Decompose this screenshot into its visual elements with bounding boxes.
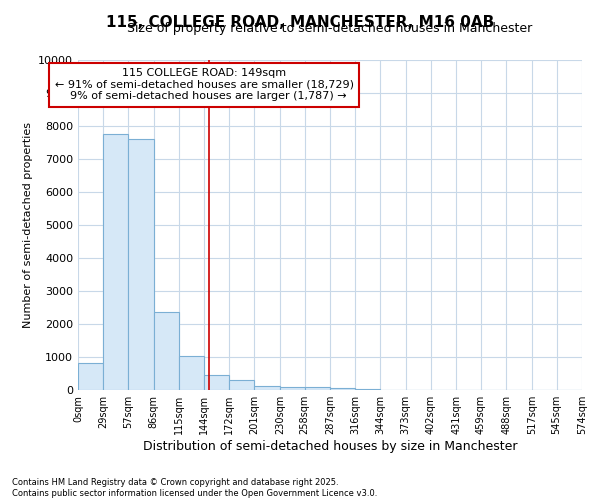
Bar — [280, 386, 305, 390]
Bar — [179, 356, 205, 390]
X-axis label: Distribution of semi-detached houses by size in Manchester: Distribution of semi-detached houses by … — [143, 440, 517, 453]
Title: Size of property relative to semi-detached houses in Manchester: Size of property relative to semi-detach… — [127, 22, 533, 35]
Bar — [128, 138, 154, 390]
Bar — [205, 375, 229, 390]
Text: 115 COLLEGE ROAD: 149sqm
← 91% of semi-detached houses are smaller (18,729)
  9%: 115 COLLEGE ROAD: 149sqm ← 91% of semi-d… — [55, 68, 354, 102]
Bar — [103, 134, 128, 390]
Text: 115, COLLEGE ROAD, MANCHESTER, M16 0AB: 115, COLLEGE ROAD, MANCHESTER, M16 0AB — [106, 15, 494, 30]
Bar — [154, 312, 179, 390]
Text: Contains HM Land Registry data © Crown copyright and database right 2025.
Contai: Contains HM Land Registry data © Crown c… — [12, 478, 377, 498]
Bar — [229, 380, 254, 390]
Bar — [305, 387, 330, 390]
Bar — [355, 389, 380, 390]
Bar — [330, 388, 355, 390]
Bar — [78, 363, 103, 390]
Bar — [254, 386, 280, 390]
Y-axis label: Number of semi-detached properties: Number of semi-detached properties — [23, 122, 32, 328]
